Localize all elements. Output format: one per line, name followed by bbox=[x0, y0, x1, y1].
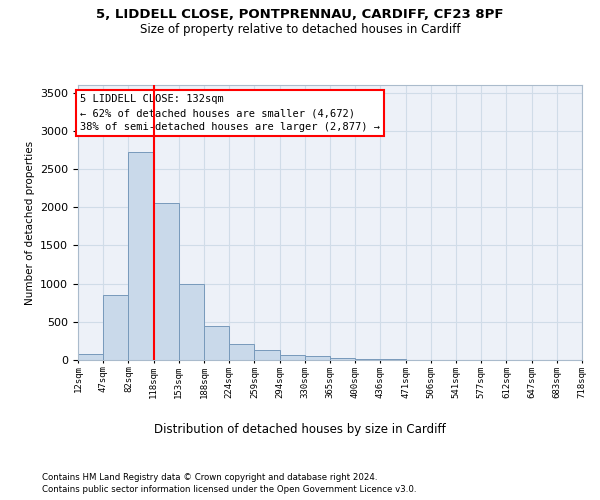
Bar bbox=[330, 358, 355, 360]
Bar bbox=[204, 326, 229, 360]
Bar bbox=[78, 354, 103, 360]
Bar bbox=[128, 152, 154, 360]
Bar bbox=[229, 344, 254, 360]
Bar bbox=[103, 295, 128, 360]
Y-axis label: Number of detached properties: Number of detached properties bbox=[25, 140, 35, 304]
Bar bbox=[179, 284, 204, 360]
Text: 5, LIDDELL CLOSE, PONTPRENNAU, CARDIFF, CF23 8PF: 5, LIDDELL CLOSE, PONTPRENNAU, CARDIFF, … bbox=[96, 8, 504, 20]
Text: 5 LIDDELL CLOSE: 132sqm
← 62% of detached houses are smaller (4,672)
38% of semi: 5 LIDDELL CLOSE: 132sqm ← 62% of detache… bbox=[80, 94, 380, 132]
Text: Distribution of detached houses by size in Cardiff: Distribution of detached houses by size … bbox=[154, 422, 446, 436]
Bar bbox=[154, 204, 179, 360]
Text: Contains public sector information licensed under the Open Government Licence v3: Contains public sector information licen… bbox=[42, 485, 416, 494]
Bar bbox=[254, 350, 280, 360]
Text: Size of property relative to detached houses in Cardiff: Size of property relative to detached ho… bbox=[140, 22, 460, 36]
Bar bbox=[305, 356, 330, 360]
Bar bbox=[280, 355, 305, 360]
Text: Contains HM Land Registry data © Crown copyright and database right 2024.: Contains HM Land Registry data © Crown c… bbox=[42, 472, 377, 482]
Bar bbox=[355, 359, 380, 360]
Bar bbox=[380, 359, 406, 360]
